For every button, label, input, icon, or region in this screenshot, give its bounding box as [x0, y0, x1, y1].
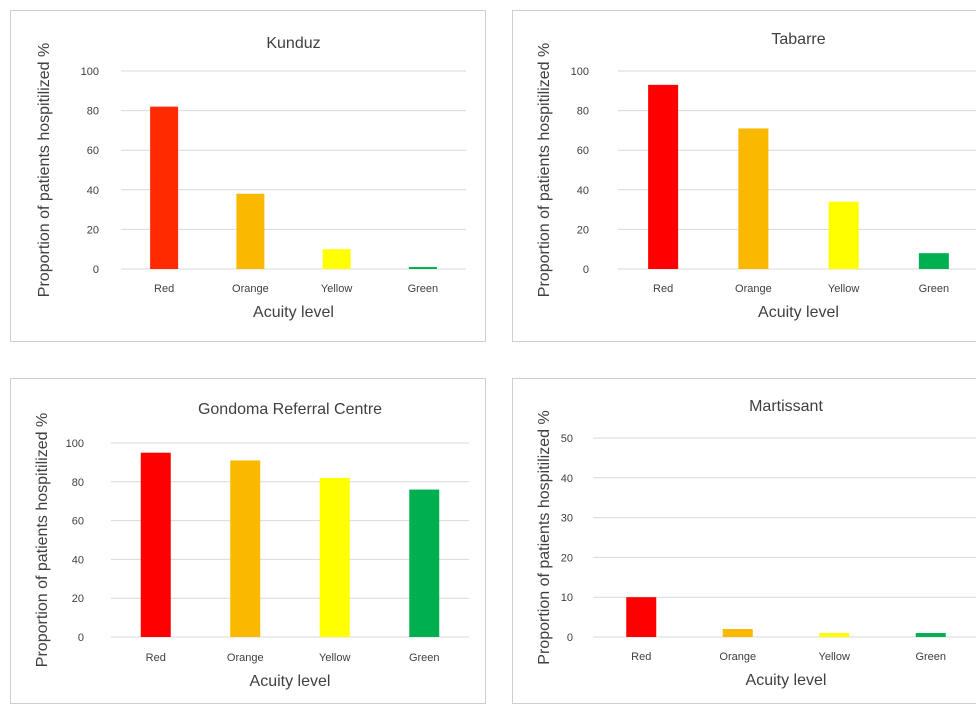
x-axis-title: Acuity level	[758, 304, 839, 321]
bar-green	[918, 253, 949, 269]
x-tick-label: Yellow	[819, 651, 850, 663]
bar-orange	[738, 128, 769, 269]
y-tick-label: 20	[561, 552, 573, 564]
y-tick-label: 0	[93, 264, 99, 276]
chart-svg: 0 10 20 30 40 50 Red Orange Yellow Green Martissan…	[536, 398, 976, 689]
x-tick-label: Green	[919, 283, 950, 295]
y-tick-label: 40	[72, 554, 84, 566]
y-tick-label: 60	[72, 516, 84, 528]
y-tick-label: 100	[66, 438, 84, 450]
bar-orange	[236, 193, 265, 269]
chart-panel-kunduz: 0 20 40 60 80 100 Red Orange Yellow Green Kunduz Ac…	[10, 10, 486, 342]
y-tick-label: 100	[81, 66, 99, 78]
y-tick-label: 20	[72, 593, 84, 605]
x-tick-label: Yellow	[319, 652, 350, 664]
y-axis-title: Proportion of patients hospitilized %	[34, 413, 51, 667]
chart-svg: 0 20 40 60 80 100 Red Orange Yellow Green Tabarre A…	[536, 31, 976, 321]
x-tick-label: Green	[409, 652, 440, 664]
x-tick-label: Orange	[227, 652, 264, 664]
y-tick-label: 40	[87, 185, 99, 197]
y-tick-label: 100	[571, 66, 589, 78]
chart-title: Martissant	[749, 398, 823, 415]
y-tick-label: 60	[577, 145, 589, 157]
chart-title: Kunduz	[266, 35, 320, 52]
y-tick-label: 40	[577, 185, 589, 197]
bar-yellow	[319, 477, 350, 637]
y-tick-label: 50	[561, 433, 573, 445]
y-tick-label: 40	[561, 473, 573, 485]
x-tick-label: Yellow	[321, 283, 352, 295]
y-tick-label: 80	[577, 106, 589, 118]
bar-yellow	[828, 201, 859, 269]
y-tick-label: 30	[561, 513, 573, 525]
bar-orange	[722, 629, 753, 637]
x-tick-label: Green	[408, 283, 439, 295]
x-tick-label: Red	[146, 652, 166, 664]
x-tick-label: Red	[631, 651, 651, 663]
chart-svg: 0 20 40 60 80 100 Red Orange Yellow Green Gondoma …	[34, 401, 469, 690]
bar-green	[408, 267, 437, 269]
chart-title: Gondoma Referral Centre	[198, 401, 382, 418]
x-axis-title: Acuity level	[250, 673, 331, 690]
chart-svg: 0 20 40 60 80 100 Red Orange Yellow Green Kunduz Ac…	[36, 35, 466, 321]
x-axis-title: Acuity level	[746, 672, 827, 689]
x-tick-label: Orange	[719, 651, 756, 663]
x-tick-label: Orange	[735, 283, 772, 295]
chart-title: Tabarre	[771, 31, 825, 48]
bar-yellow	[819, 633, 850, 637]
bar-green	[409, 489, 440, 637]
x-tick-label: Red	[154, 283, 174, 295]
chart-panel-martissant: 0 10 20 30 40 50 Red Orange Yellow Green Martissan…	[512, 378, 976, 704]
bar-green	[915, 633, 946, 637]
y-tick-label: 80	[72, 477, 84, 489]
bar-red	[150, 106, 179, 269]
x-axis-title: Acuity level	[253, 304, 334, 321]
y-axis-title: Proportion of patients hospitilized %	[36, 43, 53, 297]
y-tick-label: 10	[561, 592, 573, 604]
y-tick-label: 0	[583, 264, 589, 276]
x-tick-label: Orange	[232, 283, 269, 295]
x-tick-label: Red	[653, 283, 673, 295]
y-axis-title: Proportion of patients hospitilized %	[536, 410, 553, 664]
bar-red	[140, 452, 171, 637]
bar-orange	[230, 460, 261, 637]
y-axis-title: Proportion of patients hospitilized %	[536, 43, 553, 297]
bar-yellow	[322, 249, 351, 269]
y-tick-label: 20	[87, 224, 99, 236]
x-tick-label: Yellow	[828, 283, 859, 295]
y-tick-label: 0	[567, 632, 573, 644]
y-tick-label: 60	[87, 145, 99, 157]
y-tick-label: 80	[87, 106, 99, 118]
bar-red	[648, 84, 679, 269]
x-tick-label: Green	[915, 651, 946, 663]
y-tick-label: 0	[78, 632, 84, 644]
chart-panel-gondoma: 0 20 40 60 80 100 Red Orange Yellow Green Gondoma …	[10, 378, 486, 704]
chart-panel-tabarre: 0 20 40 60 80 100 Red Orange Yellow Green Tabarre A…	[512, 10, 976, 342]
bar-red	[626, 597, 657, 637]
y-tick-label: 20	[577, 224, 589, 236]
